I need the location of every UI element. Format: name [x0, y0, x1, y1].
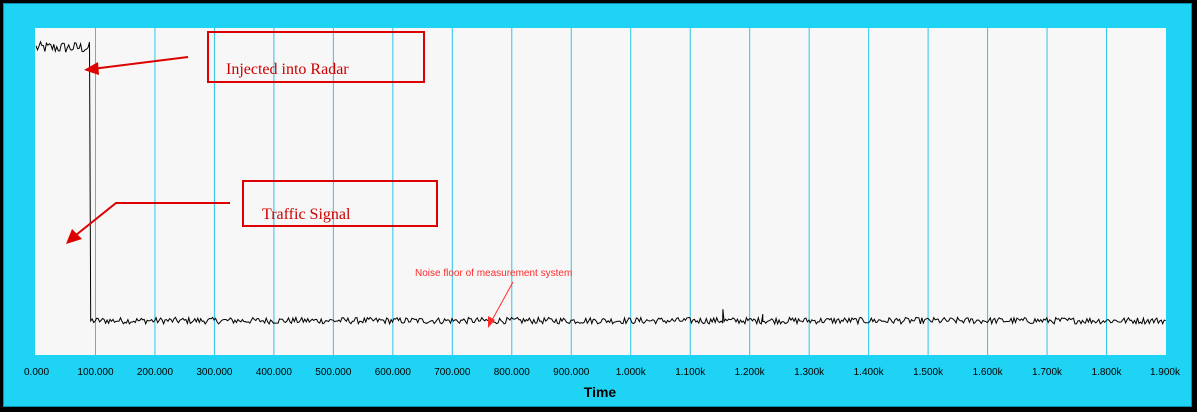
- annotation-noise-arrow: [490, 281, 514, 323]
- annotation-traffic-text: Traffic Signal: [262, 206, 351, 223]
- x-tick-label: 0.000: [24, 367, 49, 378]
- x-tick-label: 1.100k: [675, 367, 706, 378]
- annotation-injected-box: [207, 31, 425, 83]
- x-tick-label: 1.800k: [1092, 367, 1123, 378]
- annotation-traffic-box: [242, 180, 438, 227]
- x-tick-label: 100.000: [77, 367, 114, 378]
- annotation-traffic: Traffic Signal: [66, 180, 438, 244]
- x-tick-label: 1.900k: [1150, 367, 1181, 378]
- series-layer: [35, 40, 1166, 326]
- annotation-traffic-arrow: [75, 202, 230, 236]
- x-tick-label: 300.000: [196, 367, 233, 378]
- x-tick-label: 1.300k: [794, 367, 825, 378]
- x-tick-label: 400.000: [256, 367, 293, 378]
- x-axis-title: Time: [584, 384, 617, 400]
- x-tick-label: 500.000: [315, 367, 352, 378]
- x-tick-label: 1.000k: [616, 367, 647, 378]
- x-tick-label: 800.000: [494, 367, 531, 378]
- x-tick-label: 1.600k: [973, 367, 1004, 378]
- x-tick-label: 200.000: [137, 367, 174, 378]
- annotation-noise-text: Noise floor of measurement system: [415, 268, 572, 279]
- plot-area: [35, 28, 1166, 355]
- x-tick-label: 1.200k: [735, 367, 766, 378]
- x-tick-label: 900.000: [553, 367, 590, 378]
- x-tick-label: 700.000: [434, 367, 471, 378]
- x-tick-label: 600.000: [375, 367, 412, 378]
- x-tick-label: 1.500k: [913, 367, 944, 378]
- annotation-injected: Injected into Radar: [84, 31, 425, 83]
- annotation-injected-arrowhead: [84, 62, 99, 75]
- annotation-traffic-arrowhead: [66, 229, 82, 244]
- x-tick-label: 1.400k: [854, 367, 885, 378]
- annotation-noise-arrowhead: [488, 316, 495, 328]
- annotation-noise: Noise floor of measurement system: [415, 268, 572, 328]
- series-line: [35, 40, 1166, 326]
- x-tick-labels: 0.000 100.000 200.000 300.000 400.000 500.000…: [24, 367, 1181, 378]
- x-tick-label: 1.700k: [1032, 367, 1063, 378]
- annotation-injected-arrow: [91, 56, 189, 70]
- grid-lines: [94, 28, 1108, 355]
- annotation-injected-text: Injected into Radar: [226, 61, 349, 78]
